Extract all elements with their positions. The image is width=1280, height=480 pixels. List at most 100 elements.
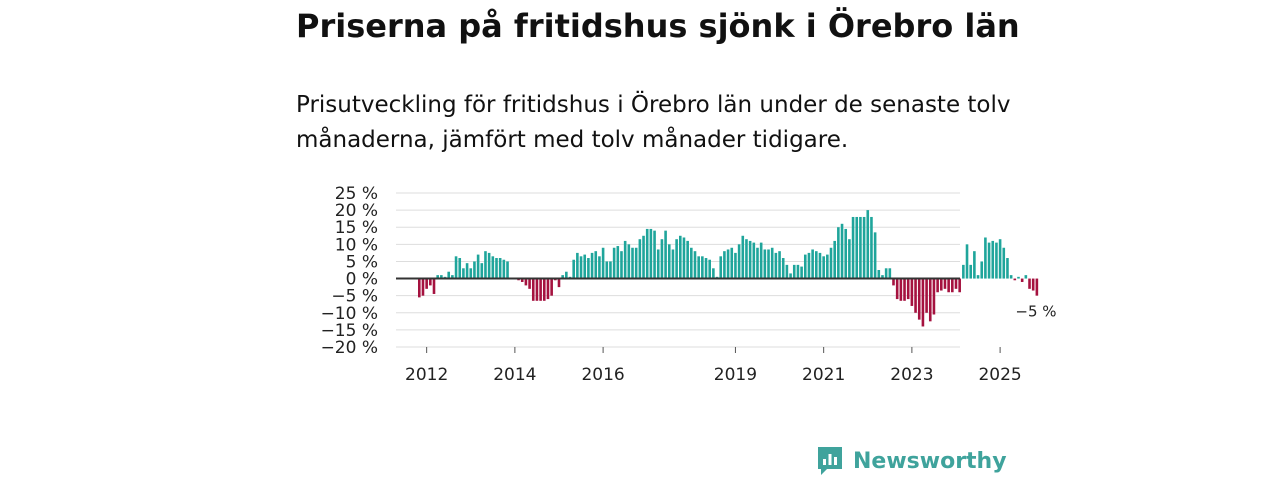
bar <box>803 254 807 279</box>
bar <box>432 278 436 294</box>
bar <box>848 239 851 279</box>
y-tick-label: −10 % <box>321 304 378 324</box>
bar <box>1024 275 1028 279</box>
bar <box>418 278 421 298</box>
bar <box>998 239 1002 279</box>
chart-title: Priserna på fritidshus sjönk i Örebro lä… <box>296 7 1020 45</box>
bar <box>664 230 667 279</box>
bar <box>1035 278 1039 296</box>
bar <box>675 239 678 279</box>
bar <box>671 249 675 279</box>
bar <box>811 249 814 279</box>
bar <box>436 275 439 279</box>
x-tick-label: 2025 <box>978 365 1021 385</box>
x-tick-label: 2016 <box>581 365 624 385</box>
bar <box>491 256 495 279</box>
bar <box>943 278 947 289</box>
bar <box>561 275 564 279</box>
bar <box>502 259 506 279</box>
bar <box>642 235 645 279</box>
bar <box>932 278 936 315</box>
bar <box>476 254 480 279</box>
bar <box>660 239 664 279</box>
bar <box>870 216 873 279</box>
bar <box>587 258 590 279</box>
bar <box>759 242 763 279</box>
bar <box>539 278 542 301</box>
bar <box>840 223 844 279</box>
bar <box>892 278 895 286</box>
bar <box>612 247 616 279</box>
bar <box>649 228 653 279</box>
bar <box>528 278 531 289</box>
bar <box>726 249 730 279</box>
bar <box>480 263 484 279</box>
bar <box>741 235 745 279</box>
bar <box>1031 278 1035 291</box>
bar <box>425 278 428 289</box>
y-tick-label: 25 % <box>335 184 378 204</box>
bar <box>498 258 502 279</box>
bar <box>995 242 998 279</box>
bar <box>815 251 818 279</box>
bar <box>1009 275 1013 279</box>
bar <box>936 278 939 293</box>
bar <box>796 264 800 279</box>
bar <box>855 216 859 279</box>
bar <box>884 268 888 279</box>
x-axis-ticks: 2012 2014 2016 2019 2021 2023 2025 <box>405 347 1022 385</box>
bar <box>976 275 980 279</box>
bar <box>723 251 726 279</box>
y-tick-label: −20 % <box>321 338 378 358</box>
bar <box>576 252 579 279</box>
bar <box>910 278 914 306</box>
grid-lines <box>396 192 960 348</box>
y-tick-label: 5 % <box>346 252 378 272</box>
bar <box>704 258 708 279</box>
bar <box>712 268 715 279</box>
bar <box>550 278 553 296</box>
bar <box>859 216 862 279</box>
bar <box>862 216 866 279</box>
bar <box>429 278 432 286</box>
bar <box>469 268 473 279</box>
bar <box>634 247 638 279</box>
bar <box>774 252 778 279</box>
bar <box>421 278 425 296</box>
bar <box>656 249 660 279</box>
bar <box>947 278 950 293</box>
bar <box>565 271 568 279</box>
bar <box>645 228 649 279</box>
bar <box>1002 247 1006 279</box>
bar <box>826 254 829 279</box>
bar <box>1020 278 1024 282</box>
bar <box>506 261 509 279</box>
bar <box>598 256 601 279</box>
bar <box>895 278 899 300</box>
bar <box>623 240 627 279</box>
bar <box>535 278 539 301</box>
bar <box>473 261 476 279</box>
bar <box>734 252 737 279</box>
bars <box>418 210 1039 327</box>
y-tick-label: 15 % <box>335 218 378 238</box>
bar <box>973 251 976 279</box>
bar <box>800 266 803 279</box>
bar <box>737 244 741 279</box>
bar <box>837 227 840 279</box>
y-axis-ticks: 25 %20 %15 %10 %5 %0 %−5 %−10 %−15 %−20 … <box>321 184 378 358</box>
bar <box>962 264 965 279</box>
bar <box>958 278 961 293</box>
bar <box>583 254 587 279</box>
x-tick-label: 2021 <box>802 365 845 385</box>
bar <box>524 278 528 286</box>
bar <box>686 240 689 279</box>
bar <box>928 278 932 322</box>
bar <box>756 247 759 279</box>
bar <box>546 278 550 300</box>
bar <box>1013 278 1017 281</box>
bar <box>781 258 785 279</box>
bar <box>939 278 943 291</box>
newsworthy-logo-icon <box>818 447 842 475</box>
